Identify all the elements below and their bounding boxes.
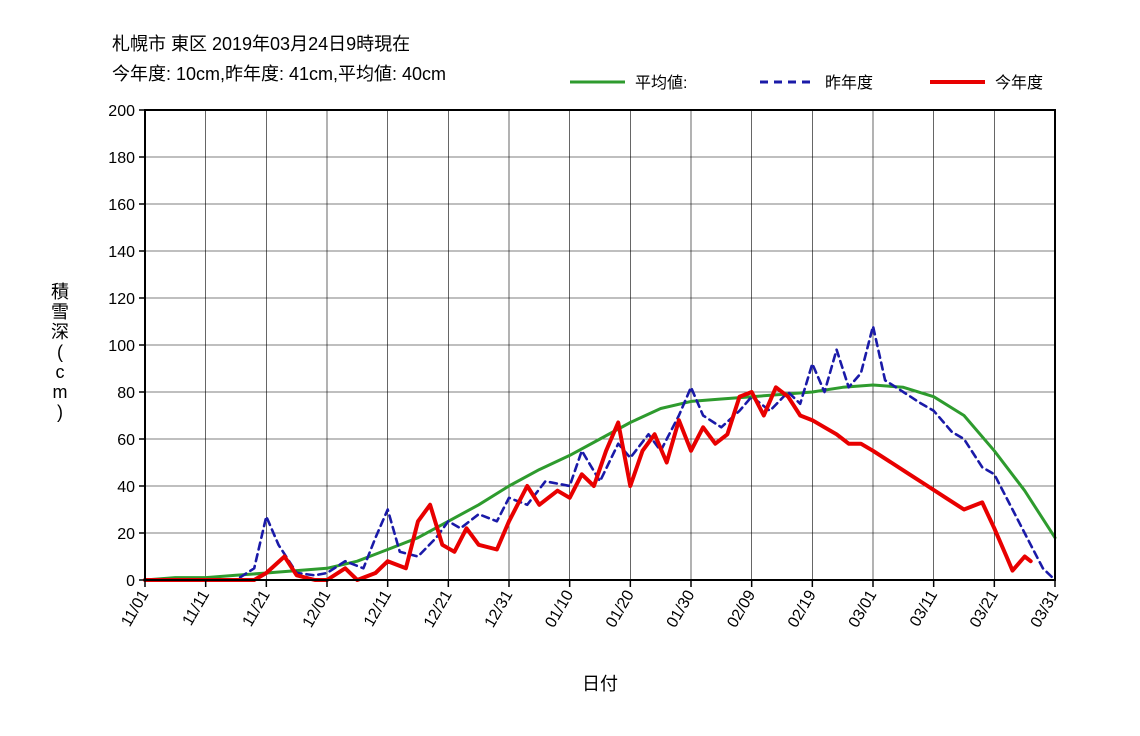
y-tick-label: 20 bbox=[117, 526, 135, 543]
y-axis-label-char: ) bbox=[57, 402, 63, 422]
legend-label: 今年度 bbox=[995, 74, 1043, 92]
legend-label: 平均値: bbox=[635, 74, 687, 92]
y-axis-label-char: c bbox=[56, 362, 65, 382]
chart-svg: 02040608010012014016018020011/0111/1111/… bbox=[0, 0, 1140, 736]
y-tick-label: 160 bbox=[108, 197, 135, 214]
y-axis-label-char: 深 bbox=[51, 322, 69, 342]
y-tick-label: 200 bbox=[108, 103, 135, 120]
snow-depth-chart: 02040608010012014016018020011/0111/1111/… bbox=[0, 0, 1140, 736]
legend-label: 昨年度 bbox=[825, 74, 873, 92]
y-axis-label-char: ( bbox=[57, 342, 63, 362]
y-tick-label: 60 bbox=[117, 432, 135, 449]
y-tick-label: 100 bbox=[108, 338, 135, 355]
y-tick-label: 40 bbox=[117, 479, 135, 496]
chart-title-line2: 今年度: 10cm,昨年度: 41cm,平均値: 40cm bbox=[112, 64, 446, 84]
y-axis-label-char: 積 bbox=[51, 282, 69, 302]
y-tick-label: 0 bbox=[126, 573, 135, 590]
y-tick-label: 120 bbox=[108, 291, 135, 308]
y-tick-label: 180 bbox=[108, 150, 135, 167]
chart-title-line1: 札幌市 東区 2019年03月24日9時現在 bbox=[112, 34, 410, 54]
y-axis-label-char: m bbox=[53, 382, 68, 402]
y-axis-label-char: 雪 bbox=[51, 302, 69, 322]
x-axis-label: 日付 bbox=[582, 674, 618, 694]
y-tick-label: 140 bbox=[108, 244, 135, 261]
y-tick-label: 80 bbox=[117, 385, 135, 402]
